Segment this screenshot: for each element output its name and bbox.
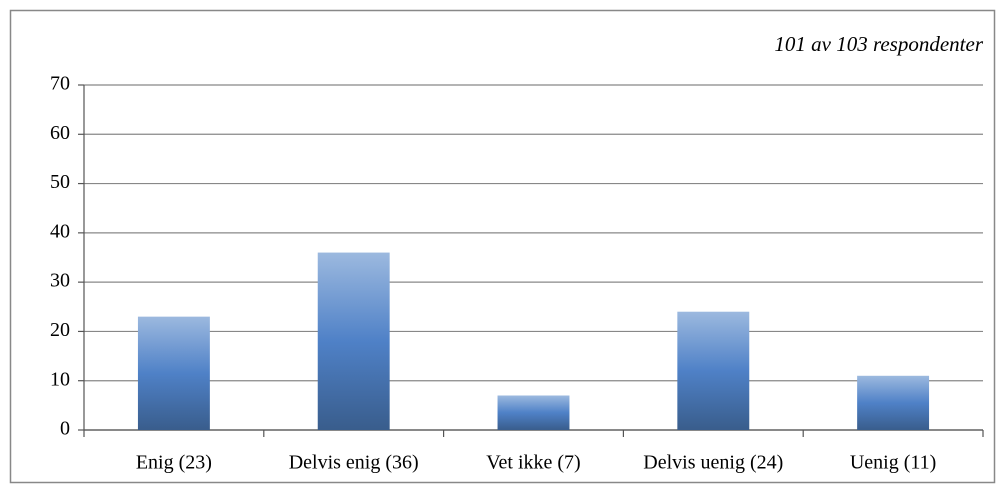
x-tick-label: Delvis uenig (24) <box>643 452 783 474</box>
annotation: 101 av 103 respondenter <box>774 32 983 56</box>
y-tick-label: 10 <box>50 368 70 390</box>
y-tick-label: 40 <box>50 220 70 242</box>
y-tick-label: 20 <box>50 319 70 341</box>
bar <box>677 311 750 430</box>
y-tick-label: 0 <box>60 418 70 440</box>
bar <box>317 252 390 430</box>
y-tick-label: 30 <box>50 270 70 292</box>
bar <box>857 375 930 430</box>
x-tick-label: Uenig (11) <box>850 452 936 474</box>
y-tick-label: 50 <box>50 171 70 193</box>
bar <box>137 316 210 430</box>
bar <box>497 395 570 430</box>
x-tick-label: Enig (23) <box>136 452 212 474</box>
x-tick-label: Vet ikke (7) <box>486 452 580 474</box>
x-tick-label: Delvis enig (36) <box>289 452 419 474</box>
y-tick-label: 70 <box>50 73 70 95</box>
y-tick-label: 60 <box>50 122 70 144</box>
